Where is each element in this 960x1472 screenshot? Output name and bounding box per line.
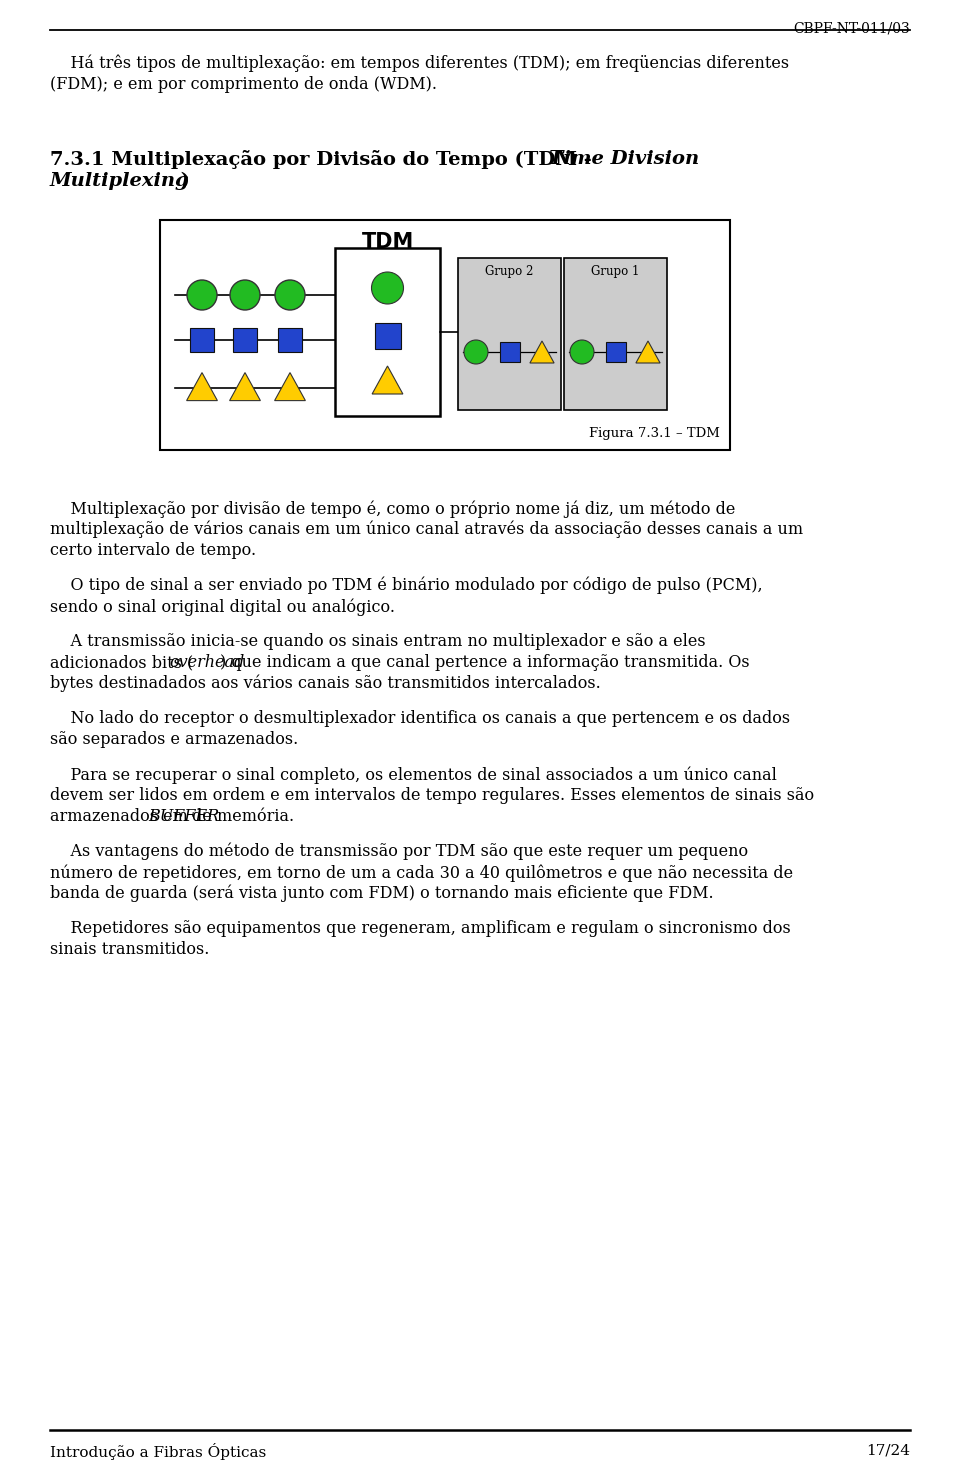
- Bar: [458, 258, 561, 411]
- Text: bytes destinadados aos vários canais são transmitidos intercalados.: bytes destinadados aos vários canais são…: [50, 676, 601, 692]
- Text: Time Division: Time Division: [549, 150, 699, 168]
- Text: Há três tipos de multiplexação: em tempos diferentes (TDM); em freqüencias difer: Há três tipos de multiplexação: em tempo…: [50, 54, 789, 72]
- Polygon shape: [530, 342, 554, 364]
- Text: As vantagens do método de transmissão por TDM são que este requer um pequeno: As vantagens do método de transmissão po…: [50, 843, 748, 861]
- Bar: [374, 322, 400, 349]
- Text: Grupo 2: Grupo 2: [486, 265, 534, 278]
- Circle shape: [570, 340, 594, 364]
- Text: certo intervalo de tempo.: certo intervalo de tempo.: [50, 542, 256, 559]
- Text: O tipo de sinal a ser enviado po TDM é binário modulado por código de pulso (PCM: O tipo de sinal a ser enviado po TDM é b…: [50, 577, 762, 595]
- Circle shape: [230, 280, 260, 311]
- Text: TDM: TDM: [361, 233, 414, 252]
- Circle shape: [464, 340, 488, 364]
- Text: multiplexação de vários canais em um único canal através da associação desses ca: multiplexação de vários canais em um úni…: [50, 521, 804, 539]
- Bar: [335, 247, 440, 417]
- Text: 7.3.1 Multiplexação por Divisão do Tempo (TDM -: 7.3.1 Multiplexação por Divisão do Tempo…: [50, 150, 598, 169]
- Bar: [500, 342, 520, 362]
- Text: de memória.: de memória.: [187, 808, 295, 824]
- Text: No lado do receptor o desmultiplexador identifica os canais a que pertencem e os: No lado do receptor o desmultiplexador i…: [50, 710, 790, 727]
- Text: overhead: overhead: [169, 654, 245, 671]
- Text: Multiplexação por divisão de tempo é, como o próprio nome já diz, um método de: Multiplexação por divisão de tempo é, co…: [50, 500, 735, 518]
- Text: CBPF-NT-011/03: CBPF-NT-011/03: [793, 22, 910, 35]
- Text: (FDM); e em por comprimento de onda (WDM).: (FDM); e em por comprimento de onda (WDM…: [50, 77, 437, 93]
- Bar: [233, 328, 257, 352]
- Text: BUFFER: BUFFER: [148, 808, 220, 824]
- Text: Multiplexing: Multiplexing: [50, 172, 190, 190]
- Polygon shape: [372, 367, 403, 394]
- Circle shape: [187, 280, 217, 311]
- Text: Repetidores são equipamentos que regeneram, amplificam e regulam o sincronismo d: Repetidores são equipamentos que regener…: [50, 920, 791, 938]
- Text: Para se recuperar o sinal completo, os elementos de sinal associados a um único : Para se recuperar o sinal completo, os e…: [50, 765, 777, 783]
- Text: sinais transmitidos.: sinais transmitidos.: [50, 941, 209, 958]
- Text: devem ser lidos em ordem e em intervalos de tempo regulares. Esses elementos de : devem ser lidos em ordem e em intervalos…: [50, 788, 814, 804]
- Text: número de repetidores, em torno de um a cada 30 a 40 quilômetros e que não neces: número de repetidores, em torno de um a …: [50, 864, 793, 882]
- Polygon shape: [636, 342, 660, 364]
- Text: adicionados bits (: adicionados bits (: [50, 654, 193, 671]
- Text: são separados e armazenados.: são separados e armazenados.: [50, 732, 299, 748]
- Text: Figura 7.3.1 – TDM: Figura 7.3.1 – TDM: [589, 427, 720, 440]
- Circle shape: [275, 280, 305, 311]
- Bar: [190, 328, 214, 352]
- Polygon shape: [229, 372, 260, 400]
- Bar: [564, 258, 667, 411]
- Text: banda de guarda (será vista junto com FDM) o tornando mais eficiente que FDM.: banda de guarda (será vista junto com FD…: [50, 885, 713, 902]
- Text: ): ): [174, 172, 190, 190]
- Text: sendo o sinal original digital ou analógico.: sendo o sinal original digital ou analóg…: [50, 598, 395, 615]
- Polygon shape: [186, 372, 217, 400]
- Bar: [278, 328, 302, 352]
- Text: Introdução a Fibras Ópticas: Introdução a Fibras Ópticas: [50, 1443, 266, 1460]
- Bar: [606, 342, 626, 362]
- Text: armazenados em: armazenados em: [50, 808, 193, 824]
- Circle shape: [372, 272, 403, 305]
- Polygon shape: [275, 372, 305, 400]
- Bar: [160, 219, 730, 450]
- Text: ) que indicam a que canal pertence a informação transmitida. Os: ) que indicam a que canal pertence a inf…: [221, 654, 750, 671]
- Text: A transmissão inicia-se quando os sinais entram no multiplexador e são a eles: A transmissão inicia-se quando os sinais…: [50, 633, 706, 651]
- Text: 17/24: 17/24: [866, 1443, 910, 1457]
- Text: Grupo 1: Grupo 1: [591, 265, 639, 278]
